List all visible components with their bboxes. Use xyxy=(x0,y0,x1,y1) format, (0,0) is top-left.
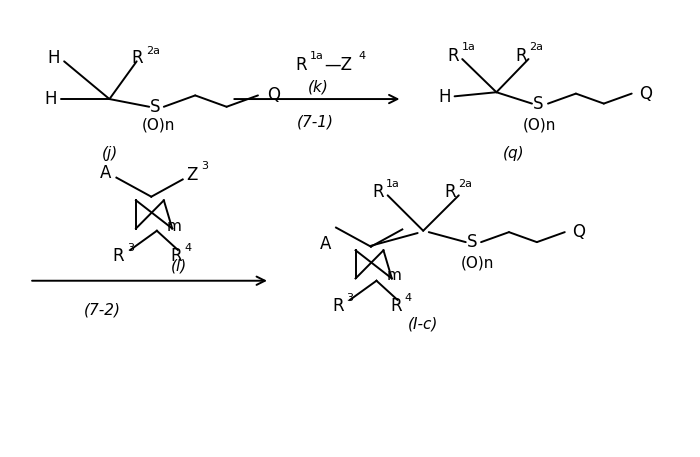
Text: Q: Q xyxy=(639,85,652,102)
Text: S: S xyxy=(467,233,477,251)
Text: R: R xyxy=(515,47,526,65)
Text: 3: 3 xyxy=(127,243,134,253)
Text: R: R xyxy=(332,297,344,315)
Text: 3: 3 xyxy=(201,161,208,171)
Text: 2a: 2a xyxy=(458,179,472,189)
Text: R: R xyxy=(171,247,182,265)
Text: A: A xyxy=(100,164,112,182)
Text: 3: 3 xyxy=(346,293,354,303)
Text: 4: 4 xyxy=(358,51,365,61)
Text: H: H xyxy=(48,49,60,67)
Text: H: H xyxy=(438,88,450,106)
Text: Q: Q xyxy=(267,86,280,104)
Text: S: S xyxy=(533,95,543,112)
Text: m: m xyxy=(167,219,182,234)
Text: (k): (k) xyxy=(308,79,329,94)
Text: R: R xyxy=(447,47,459,65)
Text: 1a: 1a xyxy=(386,179,400,189)
Text: (O)n: (O)n xyxy=(461,255,494,270)
Text: 4: 4 xyxy=(185,243,192,253)
Text: H: H xyxy=(44,90,57,108)
Text: (q): (q) xyxy=(503,146,525,161)
Text: R: R xyxy=(295,56,307,74)
Text: (I-c): (I-c) xyxy=(408,316,438,331)
Text: (l): (l) xyxy=(171,258,188,273)
Text: Z: Z xyxy=(186,166,197,184)
Text: R: R xyxy=(390,297,402,315)
Text: 1a: 1a xyxy=(461,42,475,52)
Text: —Z: —Z xyxy=(324,56,352,74)
Text: R: R xyxy=(372,183,384,201)
Text: (7-2): (7-2) xyxy=(84,303,121,318)
Text: 4: 4 xyxy=(405,293,412,303)
Text: S: S xyxy=(150,98,160,116)
Text: (7-1): (7-1) xyxy=(297,114,334,129)
Text: R: R xyxy=(113,247,125,265)
Text: 1a: 1a xyxy=(309,51,323,61)
Text: Q: Q xyxy=(572,223,585,241)
Text: 2a: 2a xyxy=(146,46,160,56)
Text: R: R xyxy=(132,49,144,67)
Text: (j): (j) xyxy=(102,146,118,161)
Text: (O)n: (O)n xyxy=(141,117,175,133)
Text: 2a: 2a xyxy=(529,42,543,52)
Text: m: m xyxy=(386,268,401,283)
Text: A: A xyxy=(320,235,331,253)
Text: (O)n: (O)n xyxy=(523,117,556,133)
Text: R: R xyxy=(444,183,456,201)
